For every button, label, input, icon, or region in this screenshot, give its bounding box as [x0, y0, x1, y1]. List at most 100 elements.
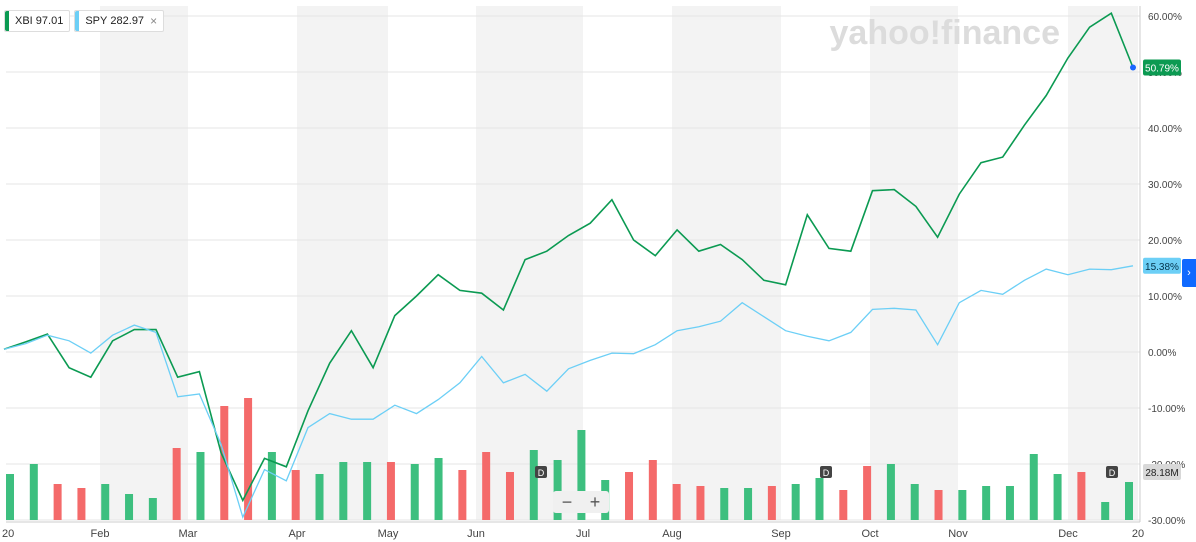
volume-bar — [958, 490, 967, 520]
xbi-last-point — [1130, 64, 1136, 71]
month-band — [476, 6, 583, 520]
legend: XBI 97.01 SPY 282.97 × — [4, 10, 165, 32]
x-tick-label: Sep — [771, 528, 791, 540]
volume-bar — [744, 488, 753, 520]
close-icon[interactable]: × — [150, 14, 158, 28]
y-tick-label: -10.00% — [1148, 404, 1185, 415]
volume-bar — [886, 464, 895, 520]
volume-bar — [791, 484, 800, 520]
legend-spy-symbol: SPY — [85, 15, 108, 27]
zoom-controls: − + — [553, 491, 609, 513]
month-band — [297, 6, 388, 520]
x-tick-label: Nov — [948, 528, 968, 540]
y-tick-label: 0.00% — [1148, 348, 1176, 359]
volume-bar — [577, 430, 586, 520]
xbi-last-tag-bg — [1143, 59, 1181, 76]
zoom-in-button[interactable]: + — [589, 491, 601, 512]
series-lines — [3, 12, 1136, 520]
dividend-marker — [1106, 466, 1118, 478]
volume-bar — [434, 458, 443, 520]
dividend-marker-label: D — [823, 468, 830, 478]
volume-bar — [910, 484, 919, 520]
zoom-out-button[interactable]: − — [561, 491, 573, 512]
x-tick-label: Feb — [91, 528, 110, 540]
volume-bar — [363, 462, 372, 520]
volume-bar — [720, 488, 729, 520]
xbi-last-tag: 50.79% — [1145, 64, 1179, 75]
y-tick-label: 30.00% — [1148, 180, 1182, 191]
grid-lines — [6, 15, 1140, 523]
volume-bar — [934, 490, 943, 520]
legend-item-xbi[interactable]: XBI 97.01 — [4, 10, 71, 32]
xbi-color-swatch — [5, 11, 9, 31]
x-tick-label: May — [378, 528, 399, 540]
volume-bar — [410, 464, 419, 520]
volume-last-tag: 28.18M — [1145, 468, 1178, 479]
spy-last-tag-bg — [1143, 257, 1181, 274]
spy-color-swatch — [75, 11, 80, 31]
volume-bar — [291, 470, 300, 520]
volume-bar — [315, 474, 324, 520]
volume-bar — [1029, 454, 1038, 520]
y-tick-label: 10.00% — [1148, 292, 1182, 303]
volume-bar — [29, 464, 38, 520]
volume-bar — [482, 452, 491, 520]
volume-bar — [77, 488, 86, 520]
volume-bar — [172, 448, 181, 520]
volume-bar — [625, 472, 634, 520]
y-tick-label: 60.00% — [1148, 12, 1182, 23]
volume-bar — [696, 486, 705, 520]
x-tick-label: Jun — [467, 528, 485, 540]
series-line-xbi — [3, 12, 1134, 503]
x-axis: 20 Feb Mar Apr May Jun Jul Aug Sep Oct Nov Dec 20 — [2, 528, 1144, 540]
volume-bar — [1005, 486, 1014, 520]
x-tick-label: Apr — [288, 528, 305, 540]
legend-item-spy[interactable]: SPY 282.97 × — [74, 10, 165, 32]
volume-bar — [1125, 482, 1133, 520]
volume-bar — [863, 466, 872, 520]
volume-bar — [6, 474, 14, 520]
volume-bar — [767, 486, 776, 520]
dividend-marker — [535, 466, 547, 478]
volume-bar — [529, 450, 538, 520]
legend-spy-value: 282.97 — [110, 15, 145, 27]
volume-bar — [53, 484, 62, 520]
series-line-spy — [3, 265, 1134, 520]
month-band — [100, 6, 188, 520]
volume-bar — [982, 486, 991, 520]
volume-bar — [458, 470, 467, 520]
volume-bar — [386, 462, 395, 520]
y-tick-label: 20.00% — [1148, 236, 1182, 247]
volume-bar — [553, 460, 562, 520]
dividend-marker-label: D — [538, 468, 545, 478]
volume-bar — [815, 478, 824, 520]
x-tick-label: Aug — [662, 528, 682, 540]
volume-bar — [1101, 502, 1110, 520]
month-bands — [100, 6, 1138, 520]
y-tick-label: -30.00% — [1148, 516, 1185, 527]
legend-xbi-value: 97.01 — [35, 15, 64, 27]
legend-xbi-symbol: XBI — [15, 15, 33, 27]
volume-bar — [196, 452, 205, 520]
volume-bar — [267, 452, 276, 520]
volume-bars — [6, 398, 1133, 520]
volume-bar — [101, 484, 110, 520]
volume-bar — [220, 406, 229, 520]
volume-bar — [839, 490, 848, 520]
x-tick-label: 20 — [1132, 528, 1144, 540]
volume-bar — [1077, 472, 1086, 520]
dividend-marker — [820, 466, 832, 478]
volume-bar — [339, 462, 348, 520]
volume-bar — [505, 472, 514, 520]
month-band — [672, 6, 781, 520]
volume-last-tag-bg — [1143, 464, 1181, 480]
month-band — [870, 6, 958, 520]
x-tick-label: Mar — [179, 528, 198, 540]
volume-bar — [244, 398, 253, 520]
chevron-right-icon[interactable]: › — [1182, 259, 1196, 287]
spy-last-tag: 15.38% — [1145, 262, 1179, 273]
x-tick-label: Oct — [861, 528, 878, 540]
x-tick-label: Jul — [576, 528, 590, 540]
